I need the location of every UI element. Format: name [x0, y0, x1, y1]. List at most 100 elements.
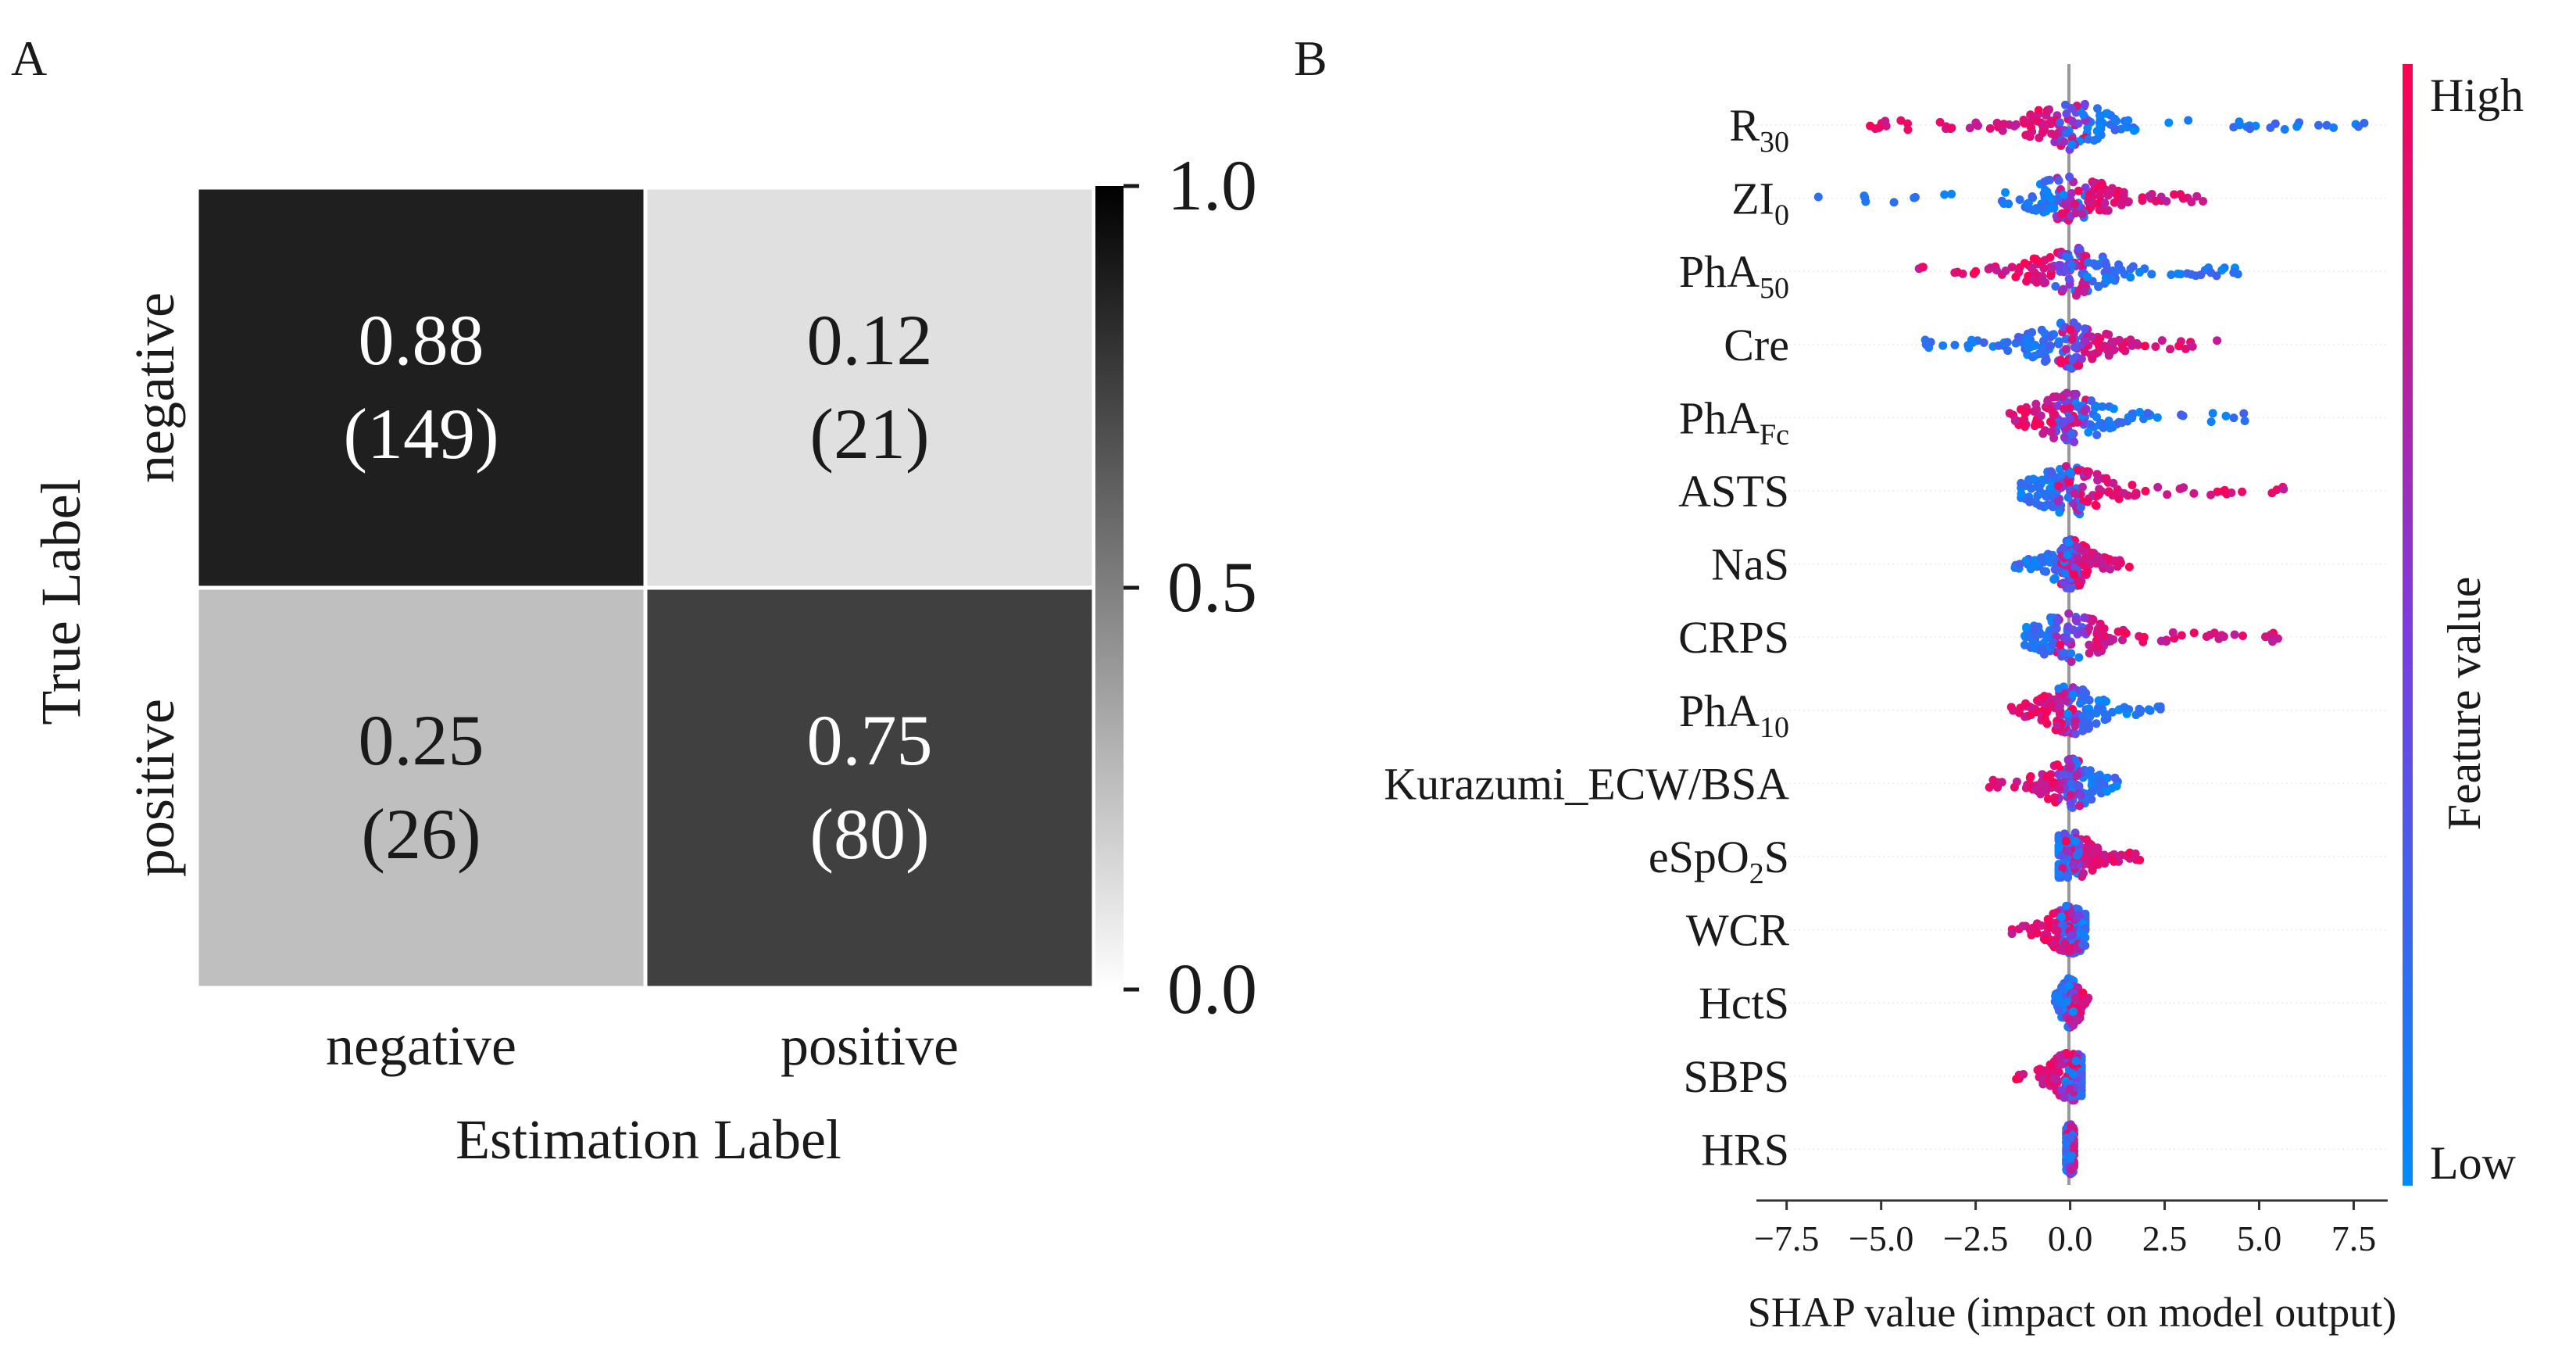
shap-dot-0-138: [2103, 109, 2112, 118]
shap-dot-10-119: [2091, 856, 2100, 865]
shap-dot-3-136: [2024, 342, 2033, 352]
shap-dot-7-128: [2053, 616, 2062, 625]
shap-dot-11-129: [2043, 914, 2053, 924]
shap-dot-2-139: [2167, 270, 2176, 279]
shap-dot-5-44: [2213, 487, 2222, 496]
shap-dot-2-142: [2062, 252, 2070, 261]
shap-dot-11-149: [2078, 940, 2087, 949]
panel-a-label: A: [11, 30, 47, 86]
shap-dot-12-141: [2062, 997, 2071, 1007]
shap-dot-14-148: [2067, 1151, 2076, 1161]
shap-dot-10-145: [2131, 849, 2140, 858]
shap-dot-3-59: [2081, 324, 2089, 333]
shap-dot-4-91: [2031, 399, 2041, 409]
shap-dot-8-120: [2156, 704, 2165, 714]
shap-feature-label-6: NaS: [1711, 539, 1789, 590]
shap-dot-7-123: [2028, 639, 2038, 648]
shap-dot-1-123: [1889, 198, 1899, 207]
shap-dot-9-112: [2010, 782, 2019, 792]
shap-dot-5-145: [2070, 488, 2079, 498]
shap-dot-2-126: [2067, 260, 2076, 269]
shap-dot-13-123: [2041, 1066, 2049, 1075]
shap-dot-6-122: [2015, 560, 2024, 569]
shap-dot-3-106: [2088, 354, 2097, 363]
shap-dot-0-66: [2024, 130, 2033, 139]
shap-dot-11-124: [2049, 939, 2059, 948]
shap-dot-5-97: [2227, 488, 2236, 497]
shap-dot-7-110: [2113, 627, 2123, 636]
shap-dot-9-75: [2053, 760, 2062, 769]
shap-dot-5-120: [2083, 497, 2092, 506]
shap-dot-10-94: [2082, 835, 2092, 844]
shap-dot-12-143: [2064, 981, 2074, 990]
shap-dot-0-117: [2246, 124, 2255, 134]
shap-dot-1-137: [2047, 194, 2056, 203]
shap-dot-9-141: [1985, 782, 1994, 792]
shap-dot-3-81: [2042, 356, 2051, 365]
shap-dot-3-149: [1968, 338, 1978, 347]
shap-dot-3-118: [2095, 334, 2105, 343]
shap-dot-3-94: [2107, 338, 2117, 347]
shap-dot-13-115: [2012, 1075, 2021, 1084]
shap-dot-5-134: [2279, 485, 2288, 494]
shap-dot-0-123: [2095, 121, 2105, 131]
shap-dot-3-138: [2013, 332, 2023, 342]
shap-dot-1-149: [2117, 195, 2126, 204]
shap-dot-8-135: [2085, 720, 2094, 729]
shap-dot-3-97: [1938, 341, 1948, 350]
shap-dot-5-105: [2131, 490, 2141, 499]
shap-dot-10-122: [2054, 844, 2063, 853]
shap-dot-1-130: [2070, 199, 2079, 209]
shap-feature-labels: R30 ZI0 PhA50 Cre PhAFc ASTS NaS CRPS PhA10 Kuraz…: [1384, 100, 1789, 1175]
shap-dot-2-16: [2176, 270, 2185, 279]
shap-dot-6-137: [2067, 584, 2075, 593]
shap-dot-2-110: [2011, 272, 2020, 281]
shap-dot-2-149: [1950, 268, 1960, 277]
shap-dot-4-105: [2092, 402, 2101, 411]
shap-dot-2-146: [2001, 267, 2010, 275]
shap-dot-0-21: [1903, 125, 1913, 134]
cm-xtick-positive: positive: [781, 1015, 959, 1077]
cm-cell-value-1-1: 0.75: [807, 700, 933, 780]
shap-dot-0-89: [2083, 123, 2092, 133]
shap-dot-1-145: [2087, 195, 2096, 204]
shap-dot-10-138: [2063, 846, 2072, 856]
shap-xlabel: SHAP value (impact on model output): [1748, 1289, 2396, 1336]
shap-dot-7-148: [2238, 632, 2247, 640]
shap-dot-2-67: [2114, 260, 2124, 270]
cm-cell-value-0-0: 0.88: [359, 300, 484, 380]
shap-dot-11-138: [2026, 925, 2035, 935]
shap-dot-1-138: [2015, 195, 2024, 204]
shap-dot-8-55: [2021, 699, 2030, 708]
shap-dot-3-141: [2187, 341, 2196, 350]
shap-dot-12-134: [2057, 985, 2067, 994]
shap-dot-5-114: [2017, 489, 2026, 499]
shap-dot-2-116: [2080, 288, 2088, 296]
shap-dot-2-78: [2233, 270, 2242, 279]
shap-dot-3-146: [2030, 352, 2039, 360]
shap-dot-8-132: [2026, 710, 2035, 720]
shap-dot-0-2: [1903, 119, 1912, 128]
shap-dot-4-97: [2208, 409, 2217, 418]
shap-dot-9-142: [2031, 785, 2040, 794]
shap-dot-3-74: [2157, 336, 2167, 345]
shap-dot-3-103: [2106, 348, 2114, 357]
shap-dot-1-113: [2074, 186, 2083, 195]
shap-dot-2-135: [2083, 272, 2092, 281]
shap-dot-2-115: [2135, 267, 2144, 277]
shap-dot-8-142: [2120, 703, 2129, 712]
shap-dot-10-148: [2071, 837, 2081, 846]
shap-dot-6-135: [2059, 578, 2068, 588]
shap-dot-5-94: [2189, 488, 2199, 498]
shap-dot-0-91: [1896, 116, 1906, 125]
shap-dot-7-90: [2261, 632, 2270, 642]
shap-dot-2-109: [2041, 278, 2050, 287]
shap-dot-1-110: [2145, 191, 2154, 201]
shap-dot-1-131: [2108, 184, 2117, 193]
shap-dot-7-100: [2118, 635, 2127, 645]
shap-dot-6-106: [2070, 563, 2080, 572]
shap-dot-4-141: [2086, 420, 2095, 429]
shap-dot-7-48: [2085, 640, 2094, 650]
shap-dot-1-34: [2187, 198, 2196, 206]
shap-dot-8-145: [2085, 712, 2095, 721]
